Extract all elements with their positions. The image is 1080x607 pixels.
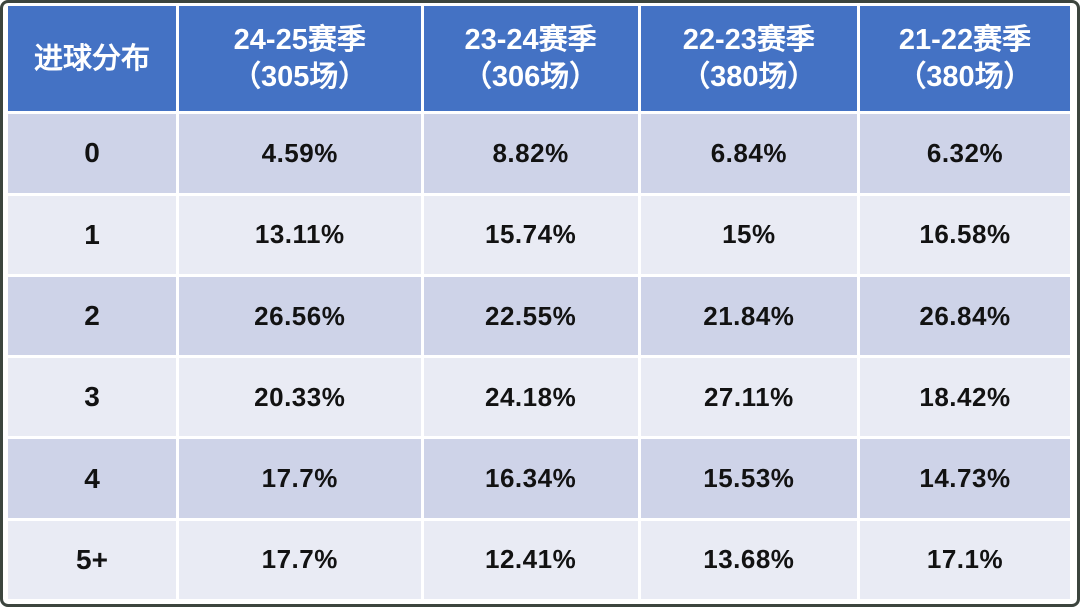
table-row-goals-2: 2 26.56% 22.55% 21.84% 26.84% bbox=[8, 276, 1070, 356]
cell-value: 17.1% bbox=[859, 520, 1070, 599]
column-header-season-24-25: 24-25赛季 （305场） bbox=[179, 6, 421, 112]
cell-value: 26.56% bbox=[179, 276, 421, 356]
season-matches: （380场） bbox=[681, 60, 817, 93]
cell-value: 6.32% bbox=[859, 114, 1070, 193]
corner-header-goal-distribution: 进球分布 bbox=[8, 6, 176, 112]
cell-value: 4.59% bbox=[179, 114, 421, 193]
cell-value: 22.55% bbox=[423, 276, 638, 356]
table-row-goals-1: 1 13.11% 15.74% 15% 16.58% bbox=[8, 195, 1070, 274]
row-label: 1 bbox=[8, 195, 176, 274]
season-name: 22-23赛季 bbox=[682, 24, 815, 57]
cell-value: 6.84% bbox=[640, 114, 857, 193]
cell-value: 15.74% bbox=[423, 195, 638, 274]
cell-value: 21.84% bbox=[640, 276, 857, 356]
cell-value: 13.11% bbox=[179, 195, 421, 274]
cell-value: 26.84% bbox=[859, 276, 1070, 356]
goal-distribution-table: 进球分布 24-25赛季 （305场） 23-24赛季 （306场） 22-23… bbox=[5, 3, 1073, 602]
cell-value: 15.53% bbox=[640, 439, 857, 518]
column-header-season-22-23: 22-23赛季 （380场） bbox=[640, 6, 857, 112]
cell-value: 18.42% bbox=[859, 358, 1070, 437]
column-header-season-23-24: 23-24赛季 （306场） bbox=[423, 6, 638, 112]
cell-value: 17.7% bbox=[179, 439, 421, 518]
season-name: 21-22赛季 bbox=[898, 24, 1032, 57]
row-label: 3 bbox=[8, 358, 176, 437]
table-row-goals-0: 0 4.59% 8.82% 6.84% 6.32% bbox=[8, 114, 1070, 193]
season-name: 24-25赛季 bbox=[233, 24, 366, 57]
cell-value: 20.33% bbox=[179, 358, 421, 437]
cell-value: 15% bbox=[640, 195, 857, 274]
column-header-season-21-22: 21-22赛季 （380场） bbox=[859, 6, 1070, 112]
season-name: 23-24赛季 bbox=[464, 24, 597, 57]
header-row: 进球分布 24-25赛季 （305场） 23-24赛季 （306场） 22-23… bbox=[8, 6, 1070, 112]
cell-value: 16.34% bbox=[423, 439, 638, 518]
cell-value: 17.7% bbox=[179, 520, 421, 599]
season-matches: （306场） bbox=[462, 60, 599, 93]
row-label: 0 bbox=[8, 114, 176, 193]
row-label: 2 bbox=[8, 276, 176, 356]
cell-value: 13.68% bbox=[640, 520, 857, 599]
cell-value: 14.73% bbox=[859, 439, 1070, 518]
table-row-goals-5plus: 5+ 17.7% 12.41% 13.68% 17.1% bbox=[8, 520, 1070, 599]
table-row-goals-3: 3 20.33% 24.18% 27.11% 18.42% bbox=[8, 358, 1070, 437]
cell-value: 24.18% bbox=[423, 358, 638, 437]
cell-value: 8.82% bbox=[423, 114, 638, 193]
table-row-goals-4: 4 17.7% 16.34% 15.53% 14.73% bbox=[8, 439, 1070, 518]
row-label: 4 bbox=[8, 439, 176, 518]
cell-value: 16.58% bbox=[859, 195, 1070, 274]
season-matches: （380场） bbox=[897, 60, 1033, 93]
season-matches: （305场） bbox=[232, 60, 368, 93]
cell-value: 12.41% bbox=[423, 520, 638, 599]
row-label: 5+ bbox=[8, 520, 176, 599]
cell-value: 27.11% bbox=[640, 358, 857, 437]
